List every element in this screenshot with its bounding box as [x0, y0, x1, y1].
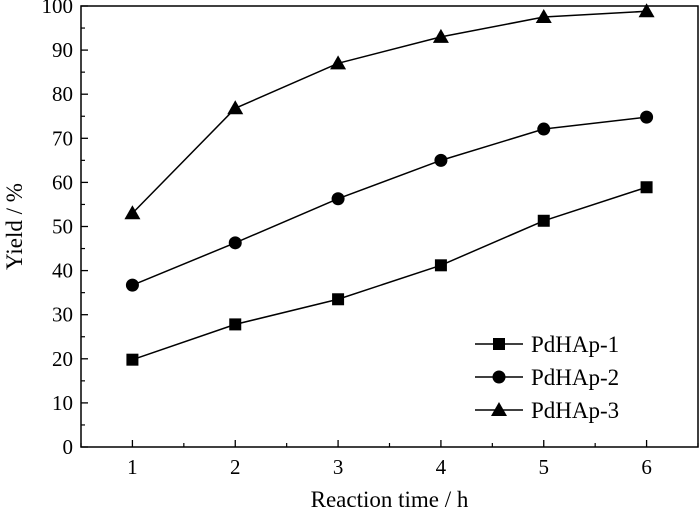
x-tick-label: 1 — [127, 455, 138, 479]
data-point — [434, 259, 447, 272]
data-point — [228, 236, 242, 250]
data-point — [227, 100, 244, 115]
y-tick-label: 50 — [52, 215, 73, 239]
data-point — [332, 293, 345, 306]
data-point — [229, 318, 242, 331]
data-point — [640, 181, 653, 194]
data-point — [640, 110, 654, 124]
y-tick-label: 60 — [52, 170, 73, 194]
y-tick-label: 70 — [52, 126, 73, 150]
legend-entry: PdHAp-1 — [475, 332, 619, 357]
series-pdhap-3 — [124, 3, 655, 220]
x-axis-label: Reaction time / h — [311, 487, 469, 512]
data-point — [331, 192, 345, 206]
series-pdhap-2 — [125, 110, 654, 292]
series-line — [131, 10, 647, 214]
legend-entry: PdHAp-2 — [475, 365, 619, 390]
legend-label: PdHAp-2 — [531, 365, 619, 390]
data-point — [330, 55, 347, 70]
data-point — [126, 353, 139, 366]
legend-label: PdHAp-1 — [531, 332, 619, 357]
data-point — [124, 205, 141, 220]
legend-entry: PdHAp-3 — [475, 398, 619, 423]
data-point — [537, 214, 550, 227]
data-point — [432, 28, 449, 43]
legend: PdHAp-1 PdHAp-2 PdHAp-3 — [475, 332, 619, 423]
data-point — [535, 9, 552, 24]
x-tick-label: 6 — [641, 455, 652, 479]
y-tick-label: 80 — [52, 82, 73, 106]
data-point — [434, 153, 448, 167]
y-tick-label: 40 — [52, 259, 73, 283]
data-point — [638, 3, 655, 18]
legend-marker — [491, 402, 507, 416]
series-pdhap-1 — [126, 181, 653, 366]
x-tick-label: 4 — [436, 455, 447, 479]
x-tick-label: 2 — [230, 455, 241, 479]
x-tick-label: 5 — [539, 455, 550, 479]
y-tick-label: 20 — [52, 347, 73, 371]
y-axis-label: Yield / % — [2, 183, 27, 270]
series-line — [132, 186, 647, 361]
series-line — [132, 116, 647, 286]
y-tick-label: 0 — [63, 435, 74, 459]
data-point — [125, 278, 139, 292]
series-layer — [124, 3, 655, 366]
legend-marker — [493, 338, 505, 350]
y-tick-label: 100 — [42, 0, 74, 18]
legend-marker — [492, 370, 506, 384]
legend-label: PdHAp-3 — [531, 398, 619, 423]
y-tick-label: 90 — [52, 38, 73, 62]
data-point — [537, 122, 551, 136]
y-tick-label: 30 — [52, 303, 73, 327]
x-tick-label: 3 — [333, 455, 344, 479]
y-tick-label: 10 — [52, 391, 73, 415]
